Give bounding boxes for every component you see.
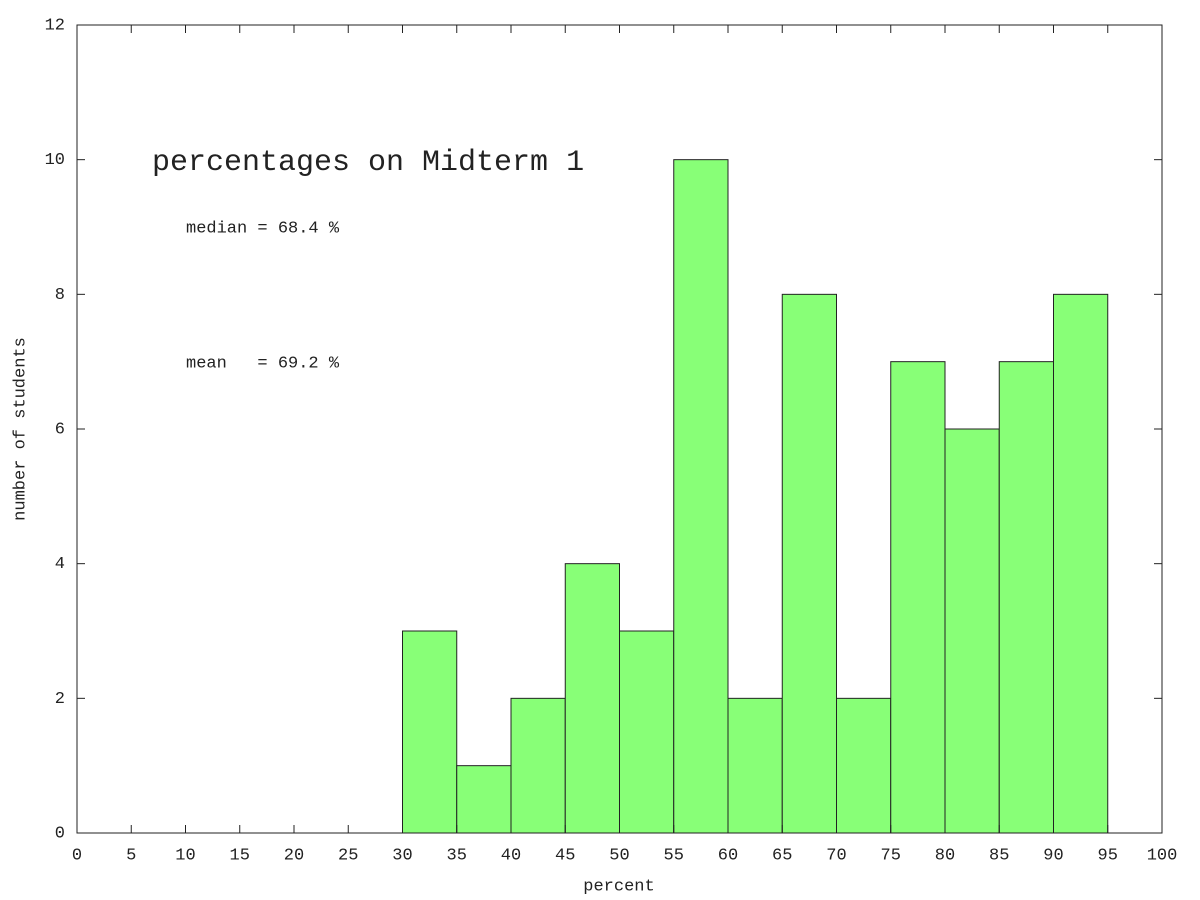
annotation: median = 68.4 % (186, 219, 340, 238)
bar (781, 293, 837, 834)
annotation: mean = 69.2 % (186, 354, 340, 373)
x-tick-label: 90 (1043, 846, 1063, 865)
x-tick-label: 85 (989, 846, 1009, 865)
y-axis-label: number of students (11, 337, 30, 521)
x-tick-label: 70 (826, 846, 846, 865)
bar (998, 361, 1054, 834)
x-tick-label: 35 (447, 846, 467, 865)
y-tick-label: 6 (55, 420, 65, 439)
x-tick-label: 50 (609, 846, 629, 865)
x-tick-label: 5 (126, 846, 136, 865)
x-tick-label: 65 (772, 846, 792, 865)
y-tick-label: 12 (45, 16, 65, 35)
x-tick-label: 15 (230, 846, 250, 865)
x-tick-label: 55 (664, 846, 684, 865)
y-tick-label: 8 (55, 286, 65, 305)
bar (890, 361, 946, 834)
bar (1053, 293, 1109, 834)
y-tick-label: 4 (55, 555, 65, 574)
x-tick-label: 100 (1147, 846, 1178, 865)
bar (836, 697, 892, 834)
y-tick-label: 10 (45, 151, 65, 170)
y-tick-label: 0 (55, 824, 65, 843)
bar (727, 697, 783, 834)
bar (944, 428, 1000, 834)
x-tick-label: 10 (175, 846, 195, 865)
x-tick-label: 75 (881, 846, 901, 865)
x-tick-label: 0 (72, 846, 82, 865)
x-tick-label: 45 (555, 846, 575, 865)
bar (510, 697, 566, 834)
chart-title: percentages on Midterm 1 (152, 146, 584, 180)
y-tick-label: 2 (55, 690, 65, 709)
x-tick-label: 25 (338, 846, 358, 865)
bar (456, 765, 512, 834)
x-tick-label: 60 (718, 846, 738, 865)
x-tick-label: 80 (935, 846, 955, 865)
x-axis-label: percent (583, 877, 654, 896)
bar (402, 630, 458, 834)
x-tick-label: 40 (501, 846, 521, 865)
bar (564, 563, 620, 834)
x-tick-label: 95 (1098, 846, 1118, 865)
bar (619, 630, 675, 834)
x-tick-label: 30 (392, 846, 412, 865)
bar (673, 159, 729, 834)
x-tick-label: 20 (284, 846, 304, 865)
